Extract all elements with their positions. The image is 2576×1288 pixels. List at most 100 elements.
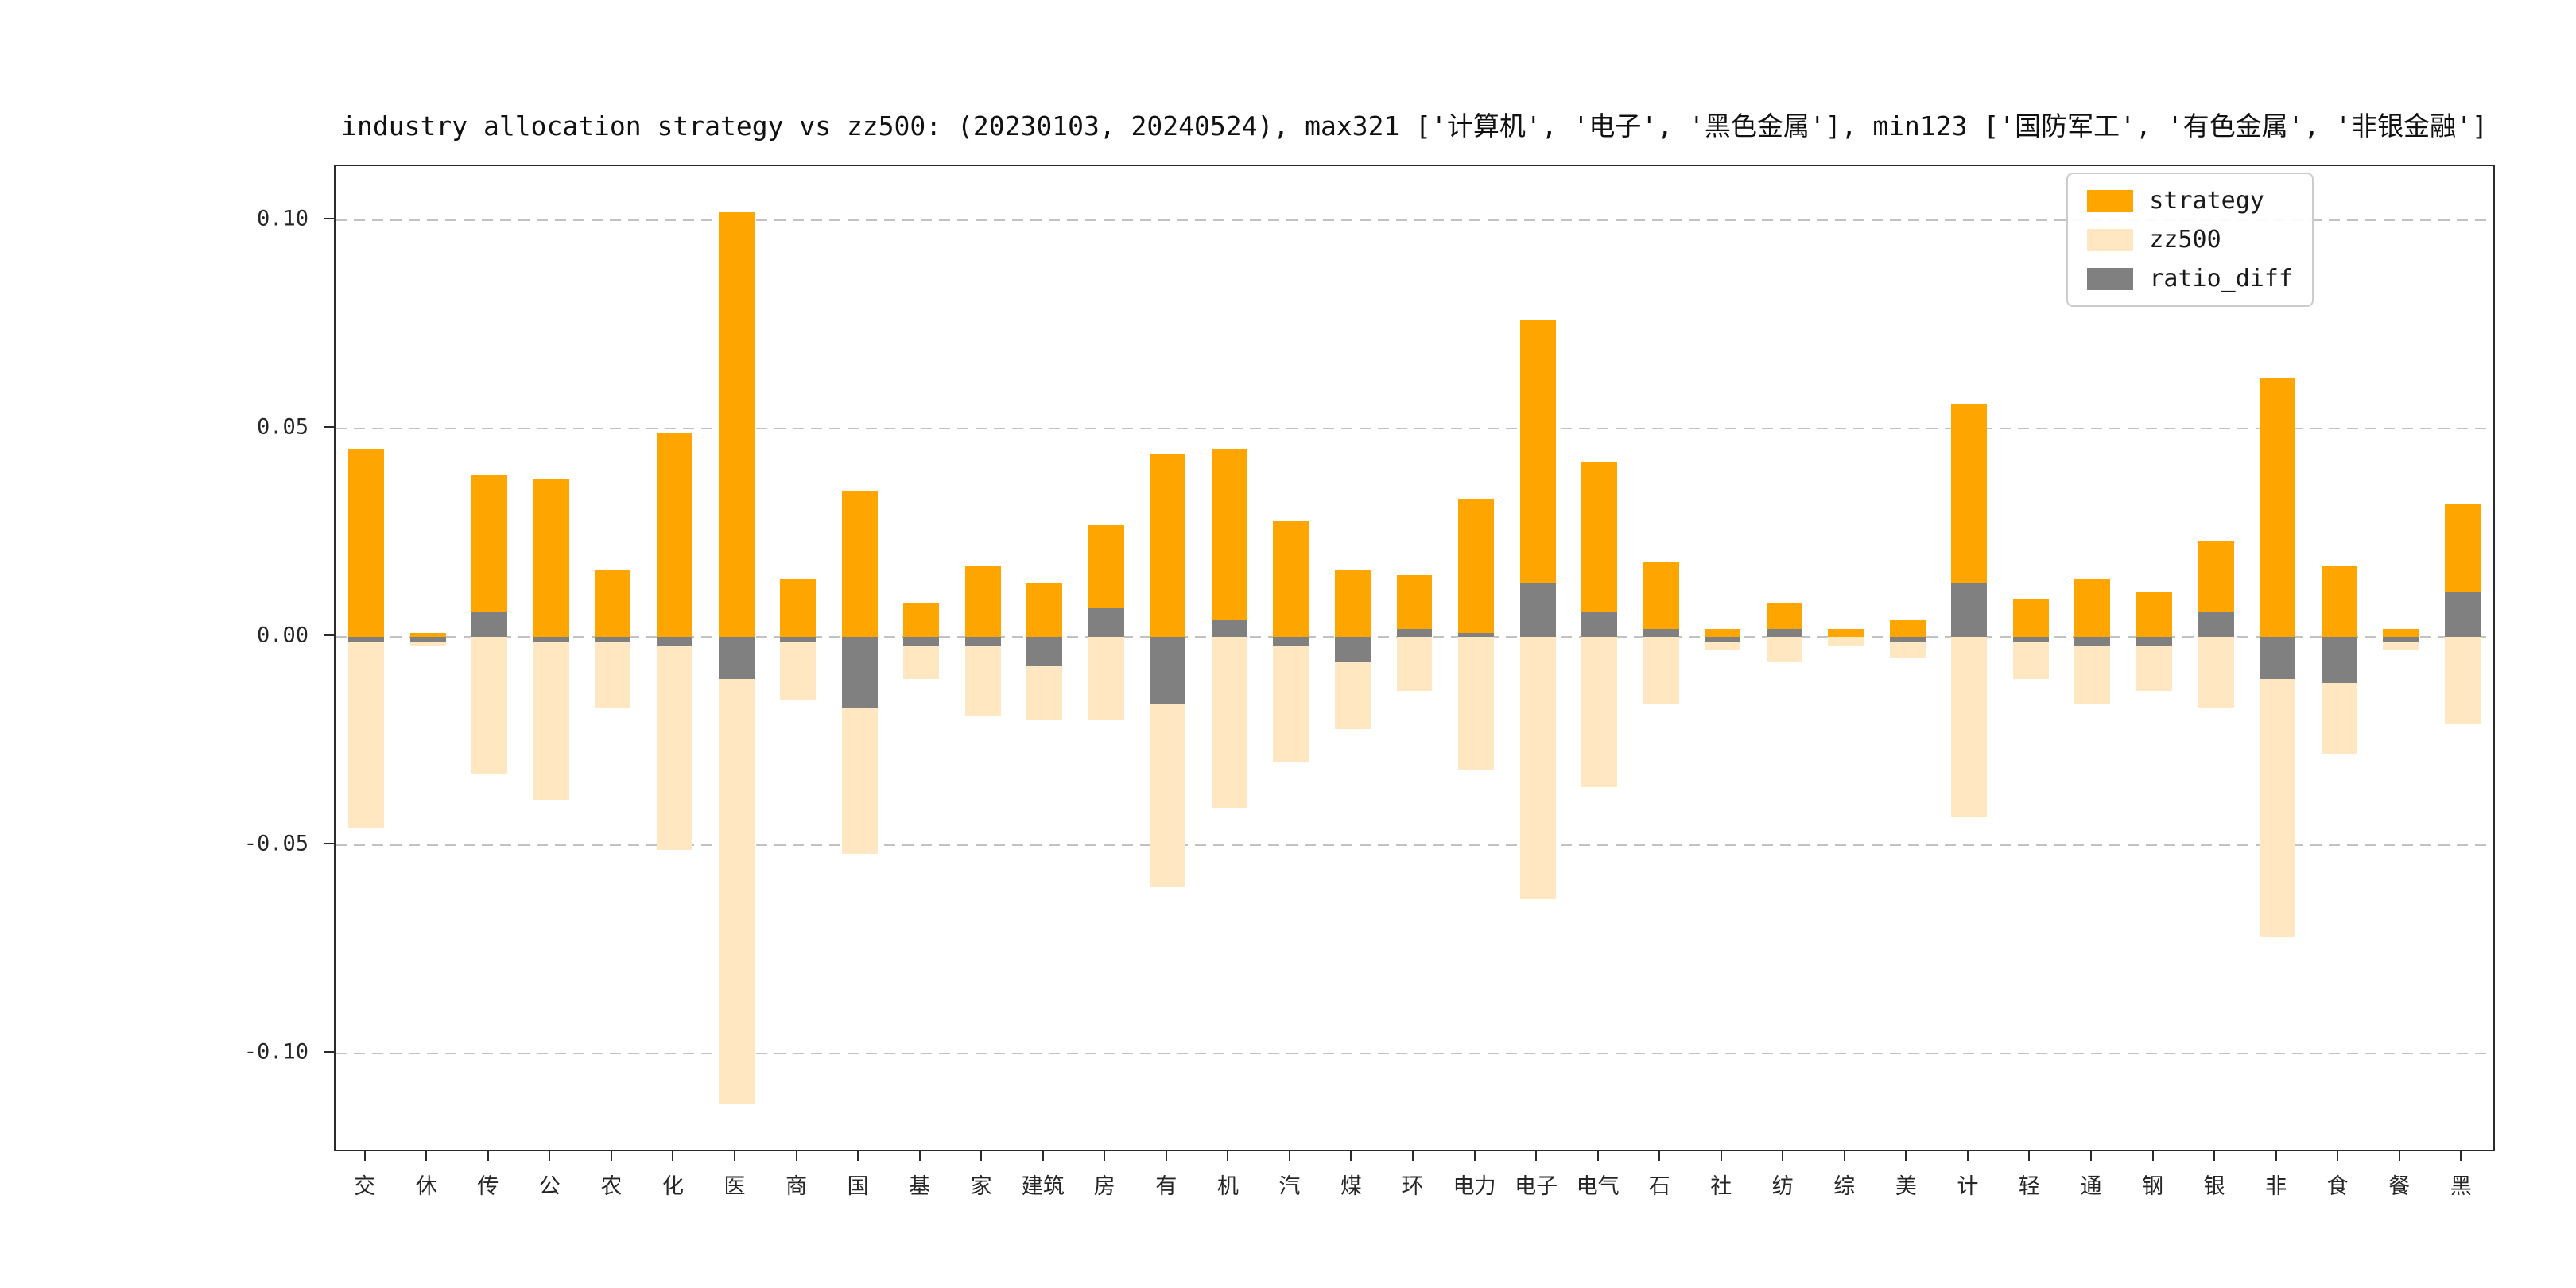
bar-strategy [841, 491, 878, 638]
y-tick-label: 0.00 [256, 623, 308, 648]
bar-zz500 [1766, 637, 1802, 662]
x-tick-mark [1227, 1151, 1229, 1161]
x-tick-label: 黑 [2450, 1174, 2472, 1199]
bar-ratio_diff [409, 637, 446, 642]
plot-area [334, 165, 2495, 1151]
x-tick-mark [1412, 1151, 1414, 1161]
bar-zz500 [656, 637, 692, 850]
legend-item: strategy [2087, 187, 2293, 215]
x-tick-mark [1042, 1151, 1044, 1161]
x-tick-mark [1350, 1151, 1352, 1161]
bar-zz500 [1458, 637, 1495, 770]
bar-ratio_diff [1889, 637, 1926, 642]
bar-strategy [964, 566, 1001, 638]
bar-strategy [1458, 499, 1495, 638]
bar-ratio_diff [1273, 637, 1309, 646]
x-tick-label: 轻 [2018, 1174, 2040, 1199]
bar-strategy [1026, 583, 1063, 638]
x-tick-mark [1288, 1151, 1290, 1161]
legend-item: zz500 [2087, 226, 2293, 254]
legend: strategy zz500 ratio_diff [2066, 173, 2314, 307]
x-tick-label: 公 [538, 1174, 561, 1199]
bar-zz500 [348, 637, 385, 829]
x-tick-mark [1535, 1151, 1538, 1161]
x-tick-label: 汽 [1278, 1174, 1301, 1199]
x-tick-mark [1596, 1151, 1599, 1161]
x-tick-mark [1966, 1151, 1969, 1161]
bar-zz500 [2198, 637, 2234, 708]
x-tick-mark [1782, 1151, 1784, 1161]
x-tick-label: 机 [1216, 1174, 1239, 1199]
bar-zz500 [1951, 637, 1988, 817]
x-tick-mark [1905, 1151, 1907, 1161]
x-tick-label: 银 [2203, 1174, 2225, 1199]
bar-ratio_diff [348, 637, 385, 642]
x-tick-label: 化 [661, 1174, 684, 1199]
bar-strategy [348, 449, 385, 638]
bar-ratio_diff [1088, 607, 1124, 638]
bar-ratio_diff [2012, 637, 2049, 642]
x-tick-mark [1165, 1151, 1167, 1161]
bar-zz500 [1273, 637, 1309, 762]
x-tick-mark [2275, 1151, 2277, 1161]
bar-ratio_diff [656, 637, 692, 646]
bar-zz500 [595, 637, 631, 708]
bar-ratio_diff [1334, 637, 1371, 662]
x-tick-label: 计 [1957, 1174, 1979, 1199]
bar-ratio_diff [1705, 637, 1741, 642]
bar-strategy [409, 633, 446, 638]
bar-zz500 [2444, 637, 2481, 725]
x-tick-label: 房 [1093, 1174, 1115, 1199]
x-tick-label: 通 [2080, 1174, 2102, 1199]
y-tick-mark [324, 1051, 334, 1053]
bar-ratio_diff [1150, 637, 1186, 704]
x-tick-mark [2337, 1151, 2339, 1161]
bar-ratio_diff [471, 611, 508, 638]
x-tick-mark [1104, 1151, 1106, 1161]
x-tick-label: 石 [1648, 1174, 1670, 1199]
x-tick-label: 医 [724, 1174, 746, 1199]
x-tick-label: 传 [477, 1174, 499, 1199]
bar-strategy [2012, 599, 2049, 638]
x-tick-label: 电力 [1453, 1174, 1496, 1199]
bar-strategy [1705, 628, 1741, 638]
x-tick-mark [363, 1151, 366, 1161]
bar-zz500 [2260, 637, 2296, 937]
x-tick-mark [795, 1151, 797, 1161]
bar-strategy [1581, 462, 1618, 638]
x-tick-label: 纺 [1771, 1174, 1794, 1199]
x-tick-mark [857, 1151, 859, 1161]
chart-title: industry allocation strategy vs zz500: (… [341, 111, 2488, 142]
y-tick-label: -0.10 [243, 1039, 308, 1065]
gridline [336, 1053, 2493, 1055]
x-tick-label: 基 [909, 1174, 931, 1199]
x-tick-mark [610, 1151, 612, 1161]
x-tick-mark [1473, 1151, 1476, 1161]
bar-ratio_diff [595, 637, 631, 642]
bar-strategy [2074, 578, 2111, 638]
gridline [336, 219, 2493, 222]
legend-item: ratio_diff [2087, 265, 2293, 293]
bar-strategy [1334, 570, 1371, 638]
bar-strategy [1828, 628, 1864, 638]
x-tick-mark [1658, 1151, 1661, 1161]
x-tick-mark [2213, 1151, 2216, 1161]
bar-strategy [656, 433, 692, 638]
x-tick-label: 商 [786, 1174, 808, 1199]
x-tick-label: 非 [2265, 1174, 2287, 1199]
bar-strategy [1396, 574, 1433, 638]
x-tick-mark [734, 1151, 736, 1161]
bar-strategy [2136, 591, 2172, 638]
bar-ratio_diff [1766, 628, 1802, 638]
x-tick-mark [549, 1151, 551, 1161]
bar-zz500 [1088, 637, 1124, 721]
bar-strategy [471, 474, 508, 638]
x-tick-label: 休 [415, 1174, 437, 1199]
legend-label: zz500 [2149, 226, 2221, 254]
x-tick-mark [672, 1151, 674, 1161]
bar-zz500 [1581, 637, 1618, 787]
bar-strategy [2383, 628, 2419, 638]
bar-ratio_diff [1643, 628, 1679, 638]
y-tick-mark [324, 843, 334, 845]
bar-ratio_diff [2383, 637, 2419, 642]
